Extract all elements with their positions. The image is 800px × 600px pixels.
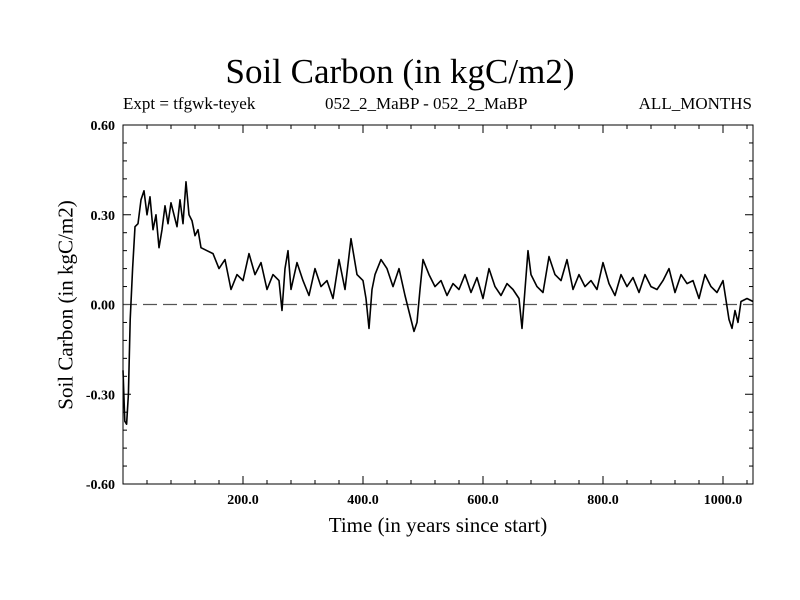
x-tick-label: 400.0 xyxy=(347,493,379,508)
soil-carbon-series-line xyxy=(122,181,754,425)
y-tick-label: -0.30 xyxy=(86,388,115,403)
run-comparison-label: 052_2_MaBP - 052_2_MaBP xyxy=(325,94,528,113)
axis-ticks xyxy=(123,124,753,485)
x-axis-label: Time (in years since start) xyxy=(328,513,548,537)
months-label: ALL_MONTHS xyxy=(638,94,752,113)
x-tick-label: 600.0 xyxy=(467,493,499,508)
experiment-label: Expt = tfgwk-teyek xyxy=(123,94,256,113)
x-tick-label: 200.0 xyxy=(227,493,259,508)
plot-frame xyxy=(122,124,754,485)
y-tick-label: 0.60 xyxy=(91,119,116,134)
y-tick-label: 0.30 xyxy=(91,209,116,224)
y-tick-label: -0.60 xyxy=(86,478,115,493)
tick-labels: 200.0 400.0 600.0 800.0 1000.0 0.60 0.30 0.00 -0… xyxy=(86,119,742,508)
x-tick-label: 1000.0 xyxy=(704,493,743,508)
x-tick-label: 800.0 xyxy=(587,493,619,508)
y-tick-label: 0.00 xyxy=(91,299,116,314)
chart-title: Soil Carbon (in kgC/m2) xyxy=(225,52,575,91)
